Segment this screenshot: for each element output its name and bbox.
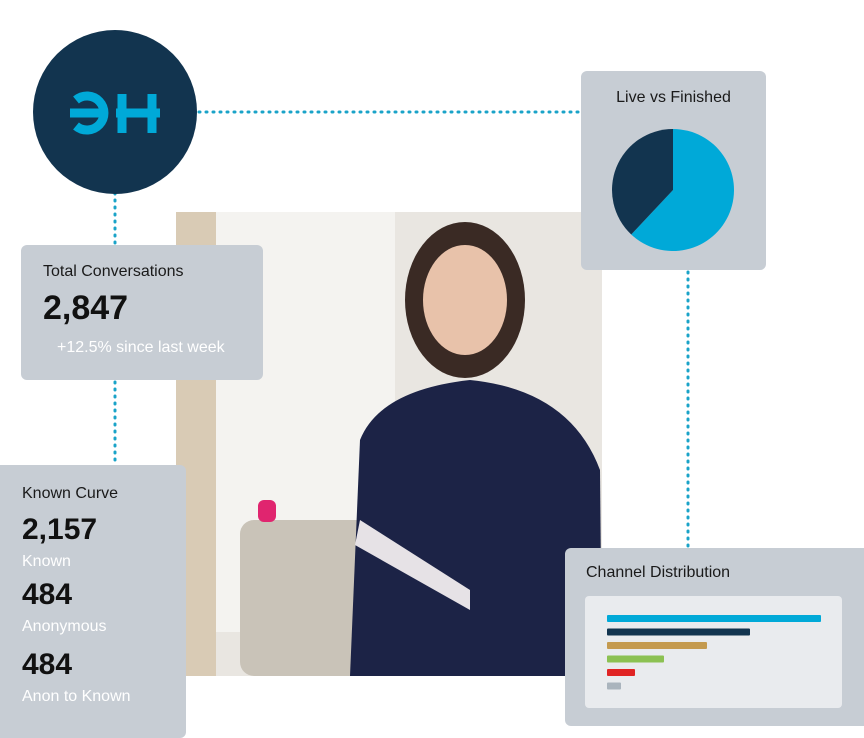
logo-mark xyxy=(70,91,160,135)
stat-label: Anonymous xyxy=(22,618,107,635)
card-title: Known Curve xyxy=(22,485,119,502)
bar xyxy=(607,682,621,690)
stat-value: 2,847 xyxy=(43,289,129,327)
logo-circle xyxy=(33,30,197,194)
bar xyxy=(607,642,707,649)
card-title: Channel Distribution xyxy=(586,564,731,581)
stat-label: Known xyxy=(22,553,71,570)
card-title: Total Conversations xyxy=(43,263,184,280)
connectors xyxy=(113,110,690,549)
card-title: Live vs Finished xyxy=(616,89,731,106)
pie-chart xyxy=(612,129,734,251)
known-curve-card: Known Curve 2,157 Known 484 Anonymous 484 Ano… xyxy=(0,465,186,738)
bar xyxy=(607,615,821,622)
bar xyxy=(607,655,664,663)
channel-distribution-card: Channel Distribution xyxy=(565,548,864,726)
bar xyxy=(607,669,635,676)
bar xyxy=(607,628,750,636)
stat-value: 484 xyxy=(22,648,73,681)
total-conversations-card: Total Conversations 2,847 +12.5% since l… xyxy=(21,245,263,380)
bar-chart xyxy=(607,615,821,690)
pie-slice xyxy=(631,129,734,251)
stat-value: 484 xyxy=(22,578,73,611)
photo xyxy=(172,208,606,680)
stat-value: 2,157 xyxy=(22,513,98,546)
stat-change: +12.5% since last week xyxy=(57,339,225,356)
live-vs-finished-card: Live vs Finished xyxy=(581,71,766,270)
pie-slice xyxy=(612,129,673,235)
bar-area xyxy=(585,596,842,708)
stat-label: Anon to Known xyxy=(22,688,131,705)
